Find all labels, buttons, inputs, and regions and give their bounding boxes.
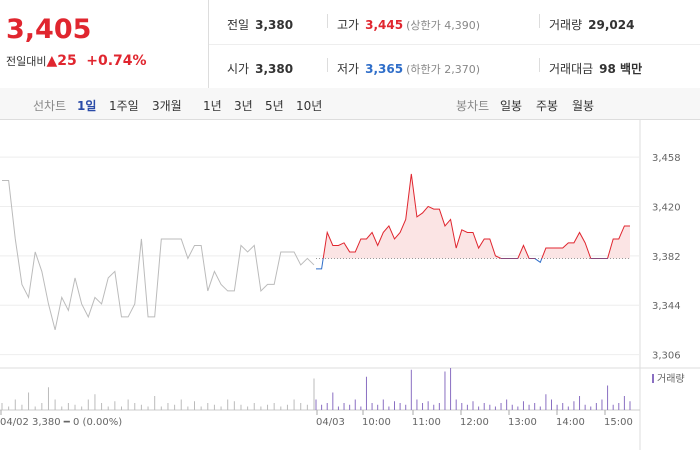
stat-note: (하한가 2,370) <box>406 63 480 76</box>
stat-label: 저가 <box>337 62 360 76</box>
x-tick-label: 04/03 <box>316 417 345 428</box>
tab-bar: 선차트 1일 1주일 3개월 1년 3년 5년 10년 봉차트 일봉 주봉 월봉 <box>0 88 700 120</box>
tab-group-label: 봉차트 <box>456 99 490 113</box>
x-tick-label: 12:00 <box>460 417 489 428</box>
divider <box>539 58 540 72</box>
tab[interactable]: 3개월 <box>152 99 182 113</box>
tab-group-label: 선차트 <box>33 99 67 113</box>
y-tick-label: 3,344 <box>652 301 681 312</box>
change: 전일대비▲25 +0.74% <box>6 53 147 69</box>
tab[interactable]: 주봉 <box>536 99 559 113</box>
stat-note: (상한가 4,390) <box>406 19 480 32</box>
stat-label: 거래대금 <box>549 62 594 76</box>
stat: 전일 3,380 <box>227 16 293 33</box>
tab[interactable]: 5년 <box>265 99 284 113</box>
price-line-up <box>322 173 630 259</box>
stats: 전일 3,380 고가 3,445 (상한가 4,390) 거래량 29,024 시가 3,38… <box>208 0 700 88</box>
y-tick-label: 3,306 <box>652 351 681 362</box>
y-tick-label: 3,382 <box>652 252 681 263</box>
stat: 시가 3,380 <box>227 60 293 77</box>
divider <box>327 14 328 28</box>
y-tick-label: 3,458 <box>652 153 681 164</box>
legend-label: 거래량 <box>657 373 685 385</box>
x-tick-label: 10:00 <box>362 417 391 428</box>
tab[interactable]: 3년 <box>234 99 253 113</box>
stat: 거래대금 98 백만 <box>549 60 642 77</box>
x-tick-label: 15:00 <box>604 417 633 428</box>
legend-swatch <box>652 374 654 383</box>
row-divider <box>209 44 700 45</box>
stat-label: 고가 <box>337 18 360 32</box>
tab[interactable]: 1년 <box>203 99 222 113</box>
stat-value: 3,445 <box>365 18 404 32</box>
footer-label: 04/02 3,380 ━ 0 (0.00%) <box>0 417 122 428</box>
stat-label: 전일 <box>227 18 250 32</box>
stat-value: 3,380 <box>255 62 294 76</box>
stat: 거래량 29,024 <box>549 16 634 33</box>
stat-value: 29,024 <box>588 18 635 32</box>
tab[interactable]: 일봉 <box>500 99 523 113</box>
change-pct: +0.74% <box>86 53 147 69</box>
x-tick-label: 11:00 <box>412 417 441 428</box>
stat-value: 3,365 <box>365 62 404 76</box>
divider <box>327 58 328 72</box>
stat-value: 3,380 <box>255 18 294 32</box>
stat-value: 98 백만 <box>599 62 643 76</box>
divider <box>539 14 540 28</box>
tab[interactable]: 1일 <box>77 99 97 113</box>
price: 3,405 <box>6 14 92 45</box>
change-value: ▲25 <box>46 53 77 69</box>
chart: 3,458 3,420 3,382 3,344 3,306 거래량 04/03 10:00 11… <box>0 120 700 450</box>
summary: 3,405 전일대비▲25 +0.74% 전일 3,380 고가 3,445 (상한가 … <box>0 0 700 89</box>
price-area <box>323 173 630 259</box>
y-tick-label: 3,420 <box>652 202 681 213</box>
stat: 고가 3,445 (상한가 4,390) <box>337 16 480 33</box>
change-label: 전일대비 <box>6 55 47 68</box>
x-tick-label: 13:00 <box>508 417 537 428</box>
prev-day-line <box>2 179 315 331</box>
stat-label: 거래량 <box>549 18 583 32</box>
x-tick-label: 14:00 <box>556 417 585 428</box>
tab[interactable]: 월봉 <box>572 99 595 113</box>
stat-label: 시가 <box>227 62 250 76</box>
tab[interactable]: 10년 <box>296 99 323 113</box>
tab[interactable]: 1주일 <box>109 99 139 113</box>
stat: 저가 3,365 (하한가 2,370) <box>337 60 480 77</box>
